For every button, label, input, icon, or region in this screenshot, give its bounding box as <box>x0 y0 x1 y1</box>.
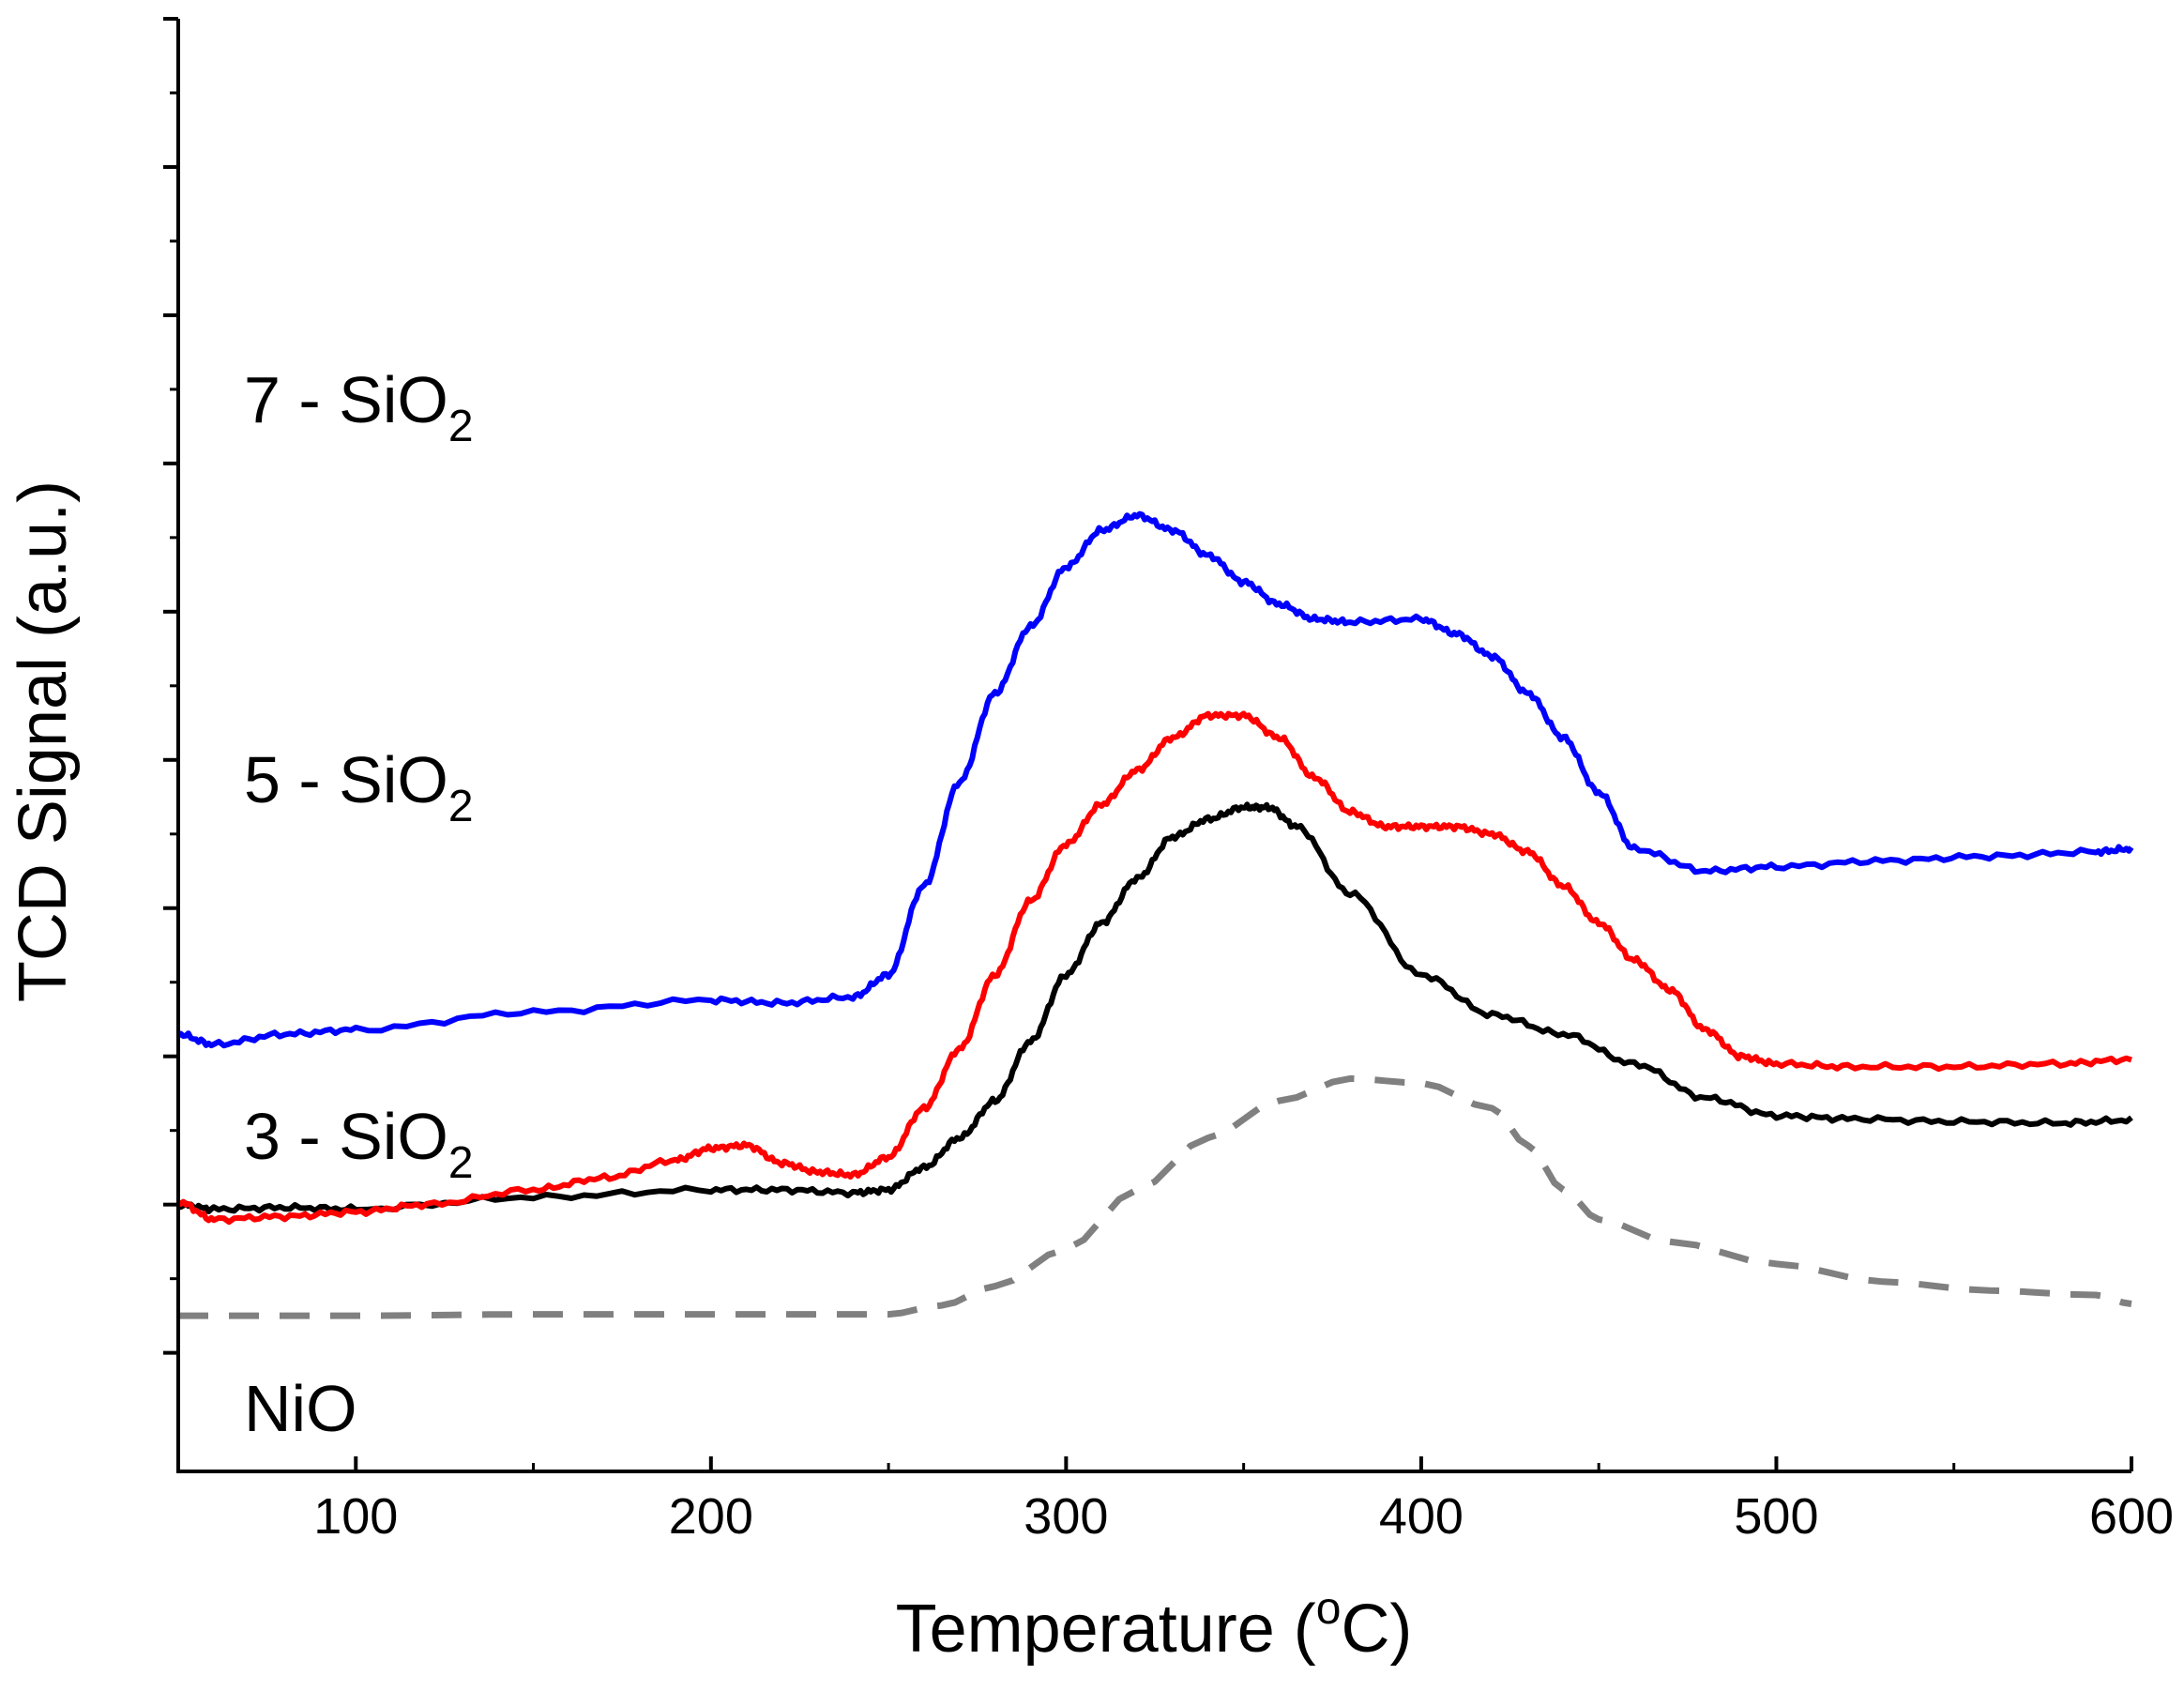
x-tick-label: 300 <box>1024 1488 1108 1545</box>
series-line-s5 <box>176 710 2132 1226</box>
x-axis-title: Temperature (oC) <box>896 1584 1413 1667</box>
x-tick-label: 600 <box>2089 1488 2174 1545</box>
series-label-s3: 3 - SiO2 <box>244 1100 474 1188</box>
series-curves <box>175 510 2134 1319</box>
series-line-s3 <box>175 801 2133 1214</box>
series-label-nio: NiO <box>244 1372 357 1445</box>
x-tick-label: 100 <box>313 1488 398 1545</box>
series-line-nio <box>178 1074 2132 1319</box>
y-ticks <box>163 17 178 1355</box>
x-tick-label: 400 <box>1379 1488 1464 1545</box>
x-tick-label: 500 <box>1734 1488 1818 1545</box>
x-tick-label: 200 <box>669 1488 753 1545</box>
y-axis-title: TCD Signal (a.u.) <box>6 480 81 1002</box>
series-label-s7: 7 - SiO2 <box>244 363 474 451</box>
x-ticks: 100 200 300 400 500 600 <box>176 1456 2174 1545</box>
series-label-s5: 5 - SiO2 <box>244 743 474 831</box>
series-labels: NiO 3 - SiO2 5 - SiO2 7 - SiO2 <box>244 363 474 1445</box>
axes: 100 200 300 400 500 600 <box>163 17 2174 1545</box>
series-line-s7 <box>176 510 2134 1049</box>
